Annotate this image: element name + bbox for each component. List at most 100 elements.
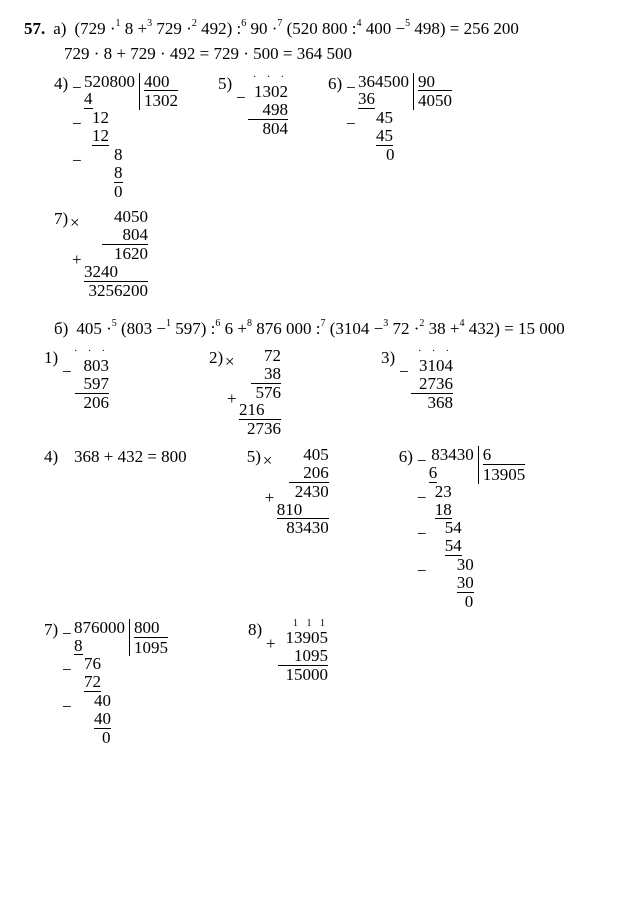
quotient: 13905 [483, 464, 526, 484]
part-b-step3: 3) · · · 3104 2736 368 [381, 347, 453, 412]
order-mark: 3 [383, 318, 388, 329]
order-mark: 8 [247, 318, 252, 329]
partial: 3240 [84, 262, 118, 281]
result: 15000 [278, 666, 328, 684]
work-line: 0 [429, 593, 474, 611]
step-label: 4) [44, 446, 66, 467]
part-a-label: а) [53, 18, 66, 39]
work-line: 45 [376, 127, 393, 146]
result: 368 [411, 394, 453, 412]
minuend: 3104 [411, 357, 453, 375]
problem-number: 57. [24, 18, 45, 39]
quotient: 1302 [144, 90, 178, 110]
work-line: 0 [84, 183, 135, 201]
order-mark: 1 [116, 18, 121, 29]
work-line: 76 [84, 655, 125, 673]
order-mark: 1 [166, 318, 171, 329]
work-line: 23 [435, 483, 474, 501]
multiplier: 38 [251, 365, 281, 384]
work-line: 54 [445, 537, 462, 556]
divisor: 800 [134, 619, 168, 637]
part-b-step1: 1) · · · 803 597 206 [44, 347, 109, 412]
dividend: 520800 [84, 73, 135, 91]
work-line: 8 [74, 637, 83, 656]
divisor: 6 [483, 446, 526, 464]
partial: 216 [239, 400, 265, 419]
part-a-subline: 729 · 8 + 729 · 492 = 729 · 500 = 364 50… [64, 43, 597, 64]
part-b-step4: 4) 368 + 432 = 800 [44, 446, 187, 467]
partial: 1620 [84, 245, 148, 263]
addend: 13905 [278, 629, 328, 647]
order-mark: 4 [357, 18, 362, 29]
partial: 810 [277, 500, 303, 519]
order-mark: 7 [320, 318, 325, 329]
dividend: 83430 [429, 446, 474, 464]
minuend: 803 [74, 357, 109, 375]
part-b-step2: 2) 72 38 576 216 2736 [209, 347, 281, 438]
part-b-step7: 7) 876000 8 76 72 40 40 0 800 [44, 619, 168, 747]
part-b-label: б) [54, 318, 68, 339]
inline-sum: 368 + 432 = 800 [74, 446, 187, 467]
dividend: 876000 [74, 619, 125, 637]
result: 2736 [239, 420, 281, 438]
result: 3256200 [84, 282, 148, 300]
multiplicand: 72 [239, 347, 281, 365]
work-line: 12 [92, 109, 135, 127]
work-line: 40 [94, 710, 111, 729]
part-b-header: б) 405 ·5 (803 −1 597) :6 6 +8 876 000 :… [54, 318, 597, 339]
order-mark: 3 [147, 18, 152, 29]
dividend: 364500 [358, 73, 409, 91]
work-line: 4 [84, 90, 93, 109]
work-line: 18 [435, 501, 452, 520]
part-b-step8: 8) 1 1 1 13905 1095 15000 [248, 619, 328, 684]
order-mark: 6 [215, 318, 220, 329]
part-a-step5: 5) · · · 1302 498 804 [218, 73, 288, 138]
order-mark: 2 [419, 318, 424, 329]
quotient: 1095 [134, 637, 168, 657]
work-line: 8 [114, 146, 135, 164]
work-line: 8 [114, 164, 123, 183]
part-b-step5: 5) 405 206 2430 810 83430 [247, 446, 329, 537]
work-line: 30 [457, 574, 474, 593]
divisor: 400 [144, 73, 178, 91]
order-mark: 7 [277, 18, 282, 29]
multiplier: 804 [102, 226, 148, 245]
work-line: 6 [429, 464, 438, 483]
order-mark: 2 [192, 18, 197, 29]
work-line: 45 [376, 109, 409, 127]
quotient: 4050 [418, 90, 452, 110]
subtrahend: 597 [75, 375, 109, 394]
work-line: 72 [84, 673, 101, 692]
multiplicand: 405 [277, 446, 329, 464]
result: 206 [74, 394, 109, 412]
multiplier: 206 [289, 464, 329, 483]
work-line: 0 [74, 729, 125, 747]
result: 804 [248, 120, 288, 138]
part-b-step6: 6) 83430 6 23 18 54 54 30 30 [399, 446, 526, 611]
part-a-expression: (729 ·1 8 +3 729 ·2 492) :6 90 ·7 (520 8… [74, 18, 518, 39]
subtrahend: 2736 [411, 375, 453, 394]
order-mark: 4 [459, 318, 464, 329]
work-line: 36 [358, 90, 375, 109]
divisor: 90 [418, 73, 452, 91]
part-a-step7: 7) 4050 804 1620 3240 3256200 [54, 208, 148, 299]
part-a-step6: 6) 364500 36 45 45 0 90 4050 [328, 73, 452, 164]
order-mark: 5 [405, 18, 410, 29]
work-line: 12 [92, 127, 109, 146]
order-mark: 6 [241, 18, 246, 29]
order-mark: 5 [112, 318, 117, 329]
partial: 2430 [277, 483, 329, 501]
work-line: 30 [457, 556, 474, 574]
work-line: 40 [94, 692, 125, 710]
part-a-step4: 4) 520800 4 12 12 8 8 0 400 [54, 73, 178, 201]
multiplicand: 4050 [84, 208, 148, 226]
work-line: 0 [358, 146, 409, 164]
addend: 1095 [278, 647, 328, 666]
subtrahend: 498 [248, 101, 288, 120]
part-b-expression: 405 ·5 (803 −1 597) :6 6 +8 876 000 :7 (… [76, 318, 564, 339]
partial: 576 [239, 384, 281, 402]
work-line: 54 [445, 519, 474, 537]
problem-header: 57. а) (729 ·1 8 +3 729 ·2 492) :6 90 ·7… [24, 18, 597, 39]
minuend: 1302 [248, 83, 288, 101]
result: 83430 [277, 519, 329, 537]
